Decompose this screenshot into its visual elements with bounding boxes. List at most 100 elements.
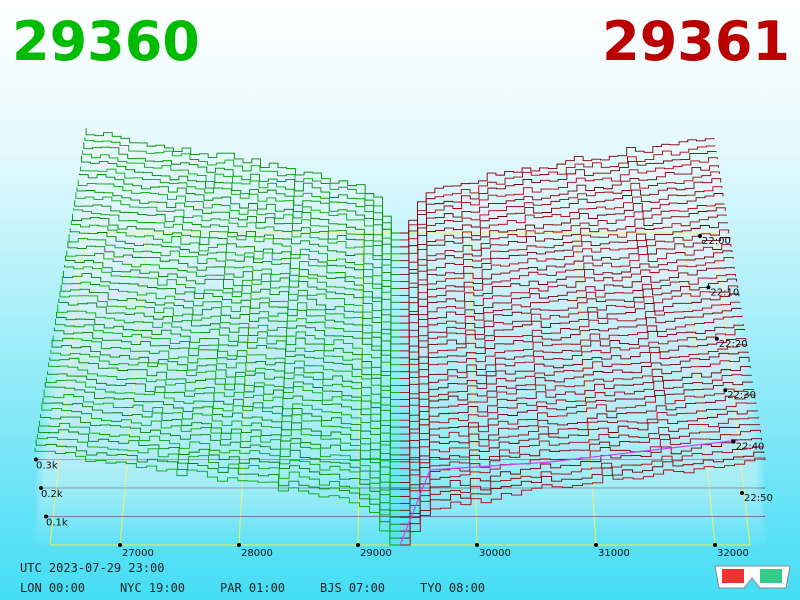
layer-line [78,173,400,276]
layer-fill [400,410,758,497]
layer-fill [36,439,400,539]
layer-line [400,237,731,331]
layer-line [36,433,400,532]
layer-line [75,192,400,296]
layer-line [400,207,726,303]
layer-fill [58,298,400,400]
layer-line [400,229,730,324]
price-tick [237,543,241,547]
layer-line [47,371,400,470]
layer-fill [400,416,759,504]
layer-fill [61,284,401,386]
layer-line [60,284,400,386]
bid-price: 29360 [12,10,200,73]
layer-fill [400,165,719,261]
time-label: 22:40 [736,442,765,453]
layer-line [400,145,716,241]
layer-fill [52,339,401,441]
layer-line [400,301,741,393]
layer-line [58,298,400,400]
ask-price: 29361 [602,10,790,73]
clock: LON 00:00 [20,581,85,595]
layer-line [400,410,758,497]
front-edge [399,439,741,546]
layer-line [400,381,753,470]
layer-fill [400,389,754,476]
layer-fill [400,324,744,414]
layer-line [400,329,746,421]
time-label: 22:30 [727,390,756,401]
layer-line [40,414,400,511]
layer-line [44,382,400,484]
price-grid-line [575,232,597,546]
layer-line [400,151,717,248]
layer-fill [37,433,400,532]
layers [34,127,766,546]
layer-fill [400,186,722,282]
layer-line [400,178,722,276]
frame [49,232,751,546]
layer-line [400,315,743,407]
price-tick-label: 28000 [241,548,273,559]
time-label: 22:00 [702,236,731,247]
layer-line [82,150,400,255]
layer-line [56,311,400,414]
layer-line [400,424,760,511]
depth-tick [44,514,48,519]
price-tick [475,543,479,547]
layer-line [400,222,728,317]
layer-line [68,233,400,338]
layer-line [400,338,747,428]
price-grid-line [238,232,256,546]
layer-line [400,186,723,282]
layer-fill [400,352,748,441]
layer-fill [400,151,717,247]
layer-line [400,250,733,345]
layer-line [39,420,400,518]
layer-fill [400,204,725,296]
layer-fill [40,414,401,511]
layer-line [34,447,400,546]
layer-fill [400,458,765,545]
layer-line [400,293,740,386]
price-tick-label: 30000 [479,548,511,559]
layer-line [400,256,734,352]
layer-line [85,127,400,234]
layer-line [41,403,400,504]
layer-fill [400,171,720,268]
layer-line [61,276,400,380]
layer-fill [49,357,401,455]
layer-line [400,157,718,255]
layer-line [400,344,748,435]
depth-tick-label: 0.3k [36,461,58,472]
layer-fill [83,142,400,247]
layer-fill [73,208,400,310]
clock: TYO 08:00 [420,581,485,595]
layer-line [49,357,400,456]
layer-line [84,137,400,241]
price-tick-label: 29000 [360,548,392,559]
layer-line [400,267,735,359]
layer-fill [62,276,401,379]
layer-fill [400,285,738,379]
layer-fill [77,187,400,289]
layer-line [400,402,757,490]
layer-fill [55,318,400,421]
layer-line [400,429,761,518]
price-tick [594,543,598,547]
layer-fill [400,430,761,518]
layer-line [81,155,400,262]
price-tick [713,543,717,547]
layer-line [400,307,742,400]
layer-line [45,377,400,477]
layer-fill [400,193,723,289]
depth-tick [34,457,38,462]
layer-fill [400,424,760,511]
layer-line [400,394,756,484]
layer-line [70,220,400,324]
layer-fill [400,237,730,331]
layer-fill [67,241,400,344]
layer-line [59,290,400,393]
time-tick [714,336,719,341]
